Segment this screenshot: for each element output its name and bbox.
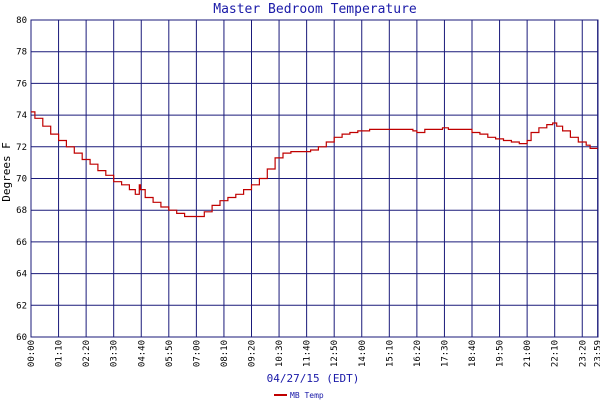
x-tick-label: 02:20 (82, 340, 92, 367)
y-tick-label: 72 (16, 143, 27, 153)
y-axis-label: Degrees F (0, 142, 13, 202)
x-tick-label: 10:30 (275, 340, 285, 367)
x-tick-label: 08:10 (220, 340, 230, 367)
y-tick-label: 64 (16, 270, 27, 280)
x-tick-label: 12:50 (330, 340, 340, 367)
x-tick-label: 00:00 (27, 340, 37, 367)
x-tick-label: 17:30 (440, 340, 450, 367)
y-tick-label: 70 (16, 175, 27, 185)
y-tick-label: 66 (16, 238, 27, 248)
x-tick-label: 23:59 (594, 340, 600, 367)
grid (30, 19, 599, 338)
y-tick-label: 74 (16, 111, 27, 121)
x-tick-label: 18:40 (468, 340, 478, 367)
x-tick-label: 01:10 (55, 340, 65, 367)
legend: MB Temp (274, 391, 324, 400)
x-tick-label: 07:00 (192, 340, 202, 367)
x-tick-label: 03:30 (110, 340, 120, 367)
x-tick-label: 23:20 (578, 340, 588, 367)
x-tick-label: 11:40 (303, 340, 313, 367)
x-tick-label: 16:20 (413, 340, 423, 367)
legend-label: MB Temp (290, 391, 324, 400)
x-tick-label: 15:10 (385, 340, 395, 367)
y-tick-label: 80 (16, 16, 27, 26)
y-axis-ticks: 60 62 64 66 68 70 72 74 76 78 80 (16, 16, 27, 343)
x-axis-label: 04/27/15 (EDT) (267, 372, 360, 385)
x-tick-label: 04:40 (137, 340, 147, 367)
series-line-mb-temp (31, 111, 598, 218)
x-tick-label: 14:00 (358, 340, 368, 367)
x-tick-label: 22:10 (551, 340, 561, 367)
x-tick-label: 05:50 (165, 340, 175, 367)
y-tick-label: 68 (16, 206, 27, 216)
x-tick-label: 19:50 (496, 340, 506, 367)
y-tick-label: 62 (16, 301, 27, 311)
y-tick-label: 60 (16, 333, 27, 343)
y-tick-label: 76 (16, 79, 27, 89)
x-tick-label: 21:00 (523, 340, 533, 367)
series-layer (31, 111, 598, 218)
y-tick-label: 78 (16, 48, 27, 58)
x-tick-label: 09:20 (248, 340, 258, 367)
chart-title: Master Bedroom Temperature (213, 2, 417, 17)
x-axis-ticks: 00:00 01:10 02:20 03:30 04:40 05:50 07:00 08:10… (27, 340, 600, 367)
